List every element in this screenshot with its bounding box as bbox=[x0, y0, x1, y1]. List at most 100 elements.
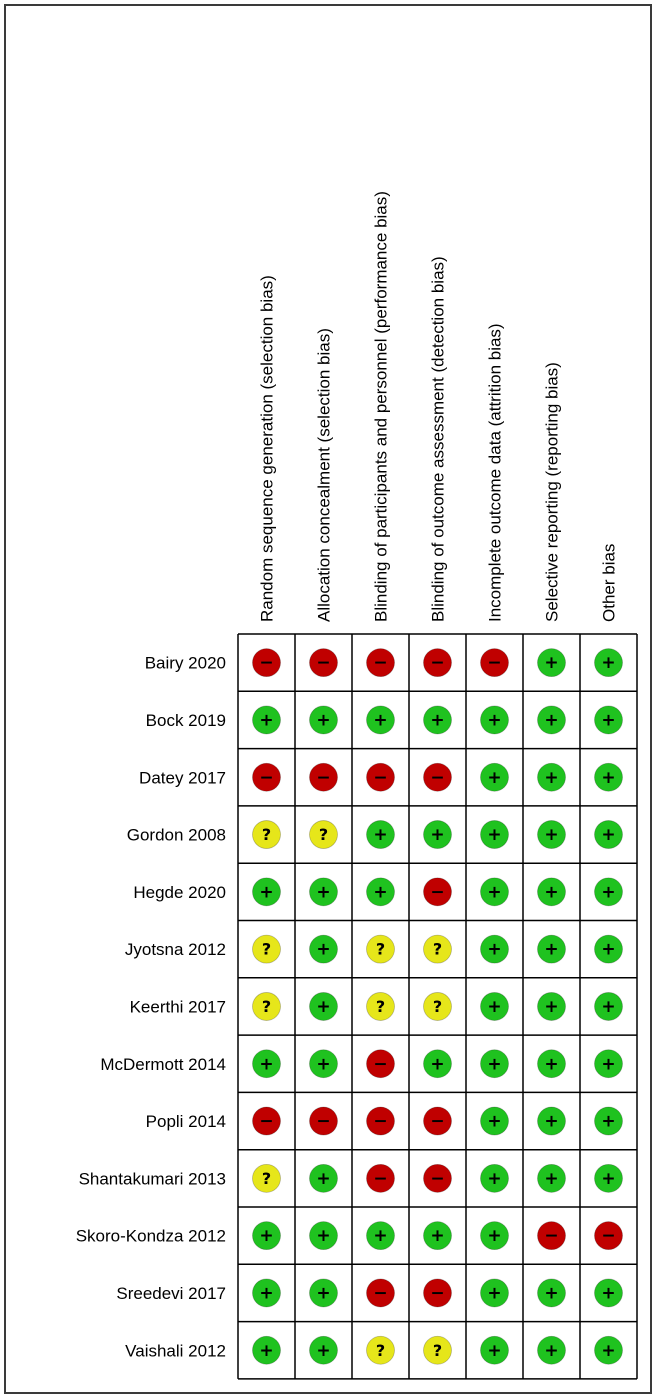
study-label: Keerthi 2017 bbox=[130, 997, 226, 1016]
rating-symbol: + bbox=[487, 768, 501, 788]
rating-low-icon bbox=[252, 877, 281, 907]
rating-symbol: − bbox=[430, 1283, 444, 1303]
rating-high-icon bbox=[537, 1221, 566, 1251]
rating-symbol: + bbox=[601, 768, 615, 788]
rating-symbol: − bbox=[487, 653, 501, 673]
rating-symbol: + bbox=[544, 1283, 558, 1303]
rating-low-icon bbox=[309, 1221, 338, 1251]
domain-header-3: Blinding of participants and personnel (… bbox=[372, 191, 391, 622]
rating-high-icon bbox=[366, 1278, 395, 1308]
rating-symbol: + bbox=[316, 940, 330, 960]
rating-low-icon bbox=[594, 1335, 623, 1365]
rating-low-icon bbox=[252, 1049, 281, 1079]
rating-high-icon bbox=[366, 1049, 395, 1079]
rating-low-icon bbox=[423, 820, 452, 849]
rating-symbol: + bbox=[259, 710, 273, 730]
rating-symbol: ? bbox=[433, 940, 442, 959]
rating-symbol: ? bbox=[376, 997, 385, 1016]
rating-low-icon bbox=[594, 820, 623, 849]
rating-high-icon bbox=[366, 1106, 395, 1136]
rating-symbol: ? bbox=[262, 1169, 271, 1188]
risk-of-bias-figure: Random sequence generation (selection bi… bbox=[4, 4, 652, 1394]
rating-low-icon bbox=[309, 1335, 338, 1365]
rating-unclear-icon bbox=[366, 1335, 395, 1365]
study-label: Bock 2019 bbox=[146, 711, 226, 730]
domain-header-1: Random sequence generation (selection bi… bbox=[258, 275, 277, 622]
rating-symbol: + bbox=[487, 710, 501, 730]
study-label: Bairy 2020 bbox=[145, 654, 226, 673]
rating-low-icon bbox=[537, 934, 566, 964]
rating-low-icon bbox=[366, 820, 395, 849]
study-label: Hegde 2020 bbox=[133, 883, 226, 902]
rating-symbol: − bbox=[373, 1169, 387, 1189]
study-label: McDermott 2014 bbox=[100, 1055, 226, 1074]
rating-symbol: + bbox=[601, 653, 615, 673]
rating-low-icon bbox=[594, 762, 623, 792]
rating-low-icon bbox=[480, 1049, 509, 1079]
rating-low-icon bbox=[537, 1049, 566, 1079]
rating-symbol: − bbox=[430, 1169, 444, 1189]
rating-symbol: + bbox=[487, 1169, 501, 1189]
rating-low-icon bbox=[309, 1278, 338, 1308]
rating-low-icon bbox=[480, 705, 509, 735]
rating-symbol: − bbox=[430, 1112, 444, 1132]
rating-symbol: + bbox=[601, 882, 615, 902]
rating-low-icon bbox=[594, 992, 623, 1021]
rating-symbol: + bbox=[601, 825, 615, 845]
domain-header-7: Other bias bbox=[600, 544, 619, 622]
rating-high-icon bbox=[423, 762, 452, 792]
domain-header-2: Allocation concealment (selection bias) bbox=[315, 328, 334, 622]
rating-symbol: ? bbox=[262, 940, 271, 959]
rating-low-icon bbox=[366, 1221, 395, 1251]
rating-low-icon bbox=[309, 934, 338, 964]
study-label: Gordon 2008 bbox=[127, 826, 226, 845]
rating-symbol: − bbox=[259, 1112, 273, 1132]
rating-low-icon bbox=[537, 877, 566, 907]
rating-symbol: + bbox=[601, 1283, 615, 1303]
rating-low-icon bbox=[480, 820, 509, 849]
rating-low-icon bbox=[252, 1278, 281, 1308]
rating-low-icon bbox=[594, 1049, 623, 1079]
rating-low-icon bbox=[480, 877, 509, 907]
rating-symbol: + bbox=[259, 882, 273, 902]
domain-header-6: Selective reporting (reporting bias) bbox=[543, 362, 562, 622]
study-label: Sreedevi 2017 bbox=[116, 1284, 226, 1303]
rating-symbol: − bbox=[373, 1283, 387, 1303]
rating-symbol: + bbox=[316, 1169, 330, 1189]
rating-unclear-icon bbox=[252, 934, 281, 964]
rating-low-icon bbox=[537, 1163, 566, 1193]
rating-symbol: − bbox=[430, 653, 444, 673]
rating-unclear-icon bbox=[252, 820, 281, 849]
rating-high-icon bbox=[423, 648, 452, 678]
rating-high-icon bbox=[423, 877, 452, 907]
rating-symbol: + bbox=[601, 1169, 615, 1189]
rating-low-icon bbox=[480, 1221, 509, 1251]
rating-symbol: + bbox=[544, 997, 558, 1017]
rating-low-icon bbox=[309, 992, 338, 1021]
rating-low-icon bbox=[594, 1278, 623, 1308]
rating-symbol: − bbox=[316, 653, 330, 673]
rating-symbol: + bbox=[487, 1341, 501, 1361]
rating-symbol: + bbox=[430, 1226, 444, 1246]
rating-low-icon bbox=[594, 1106, 623, 1136]
rating-symbol: − bbox=[430, 882, 444, 902]
rating-symbol: + bbox=[487, 997, 501, 1017]
rating-high-icon bbox=[366, 648, 395, 678]
rating-low-icon bbox=[594, 648, 623, 678]
study-label: Popli 2014 bbox=[146, 1112, 226, 1131]
rating-symbol: + bbox=[316, 882, 330, 902]
rating-symbol: + bbox=[544, 1341, 558, 1361]
rating-symbol: + bbox=[487, 1283, 501, 1303]
rating-symbol: + bbox=[430, 710, 444, 730]
rating-low-icon bbox=[480, 992, 509, 1021]
rating-symbol: + bbox=[259, 1341, 273, 1361]
rating-symbol: − bbox=[601, 1226, 615, 1246]
rating-low-icon bbox=[423, 705, 452, 735]
rating-symbol: + bbox=[487, 882, 501, 902]
rating-symbol: + bbox=[316, 1283, 330, 1303]
rating-symbol: + bbox=[601, 940, 615, 960]
rating-symbol: + bbox=[316, 1054, 330, 1074]
rating-low-icon bbox=[252, 1335, 281, 1365]
rating-symbol: + bbox=[544, 710, 558, 730]
rating-low-icon bbox=[366, 877, 395, 907]
